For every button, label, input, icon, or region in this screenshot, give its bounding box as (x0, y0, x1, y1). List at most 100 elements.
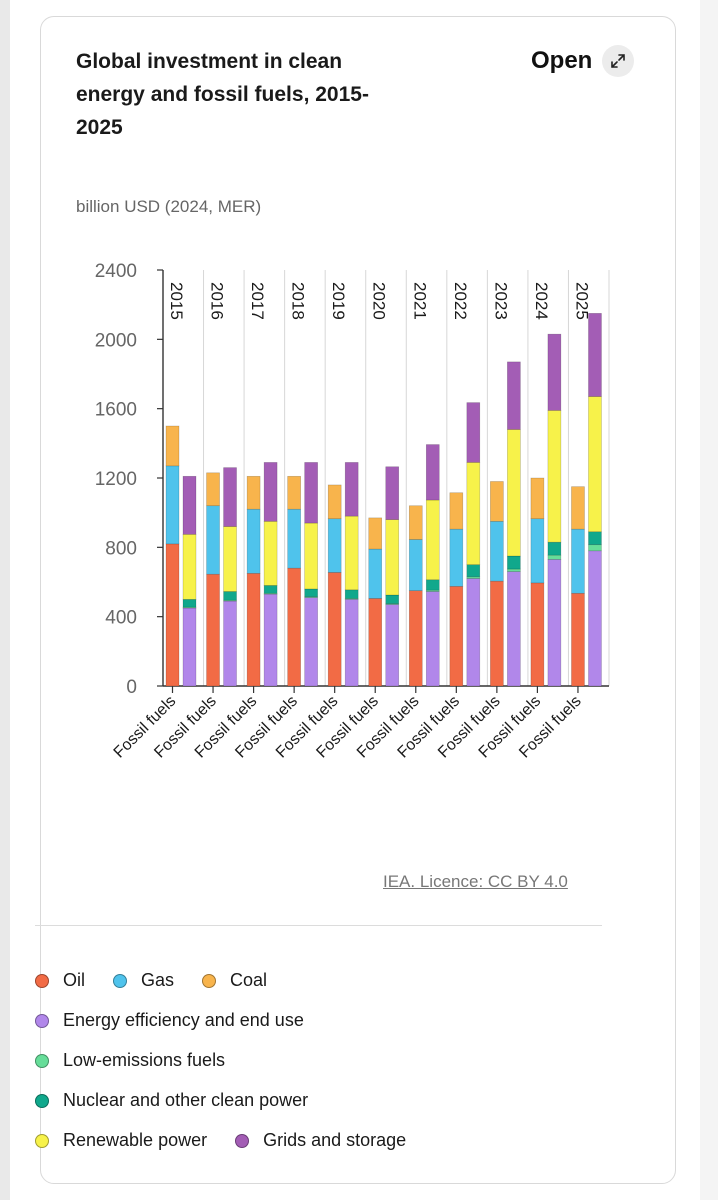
legend-dot-coal (202, 973, 217, 988)
expand-icon[interactable] (602, 45, 635, 77)
left-edge (0, 0, 10, 1200)
year-label-2017: 2017 (248, 282, 267, 320)
legend-row-4: Nuclear and other clean power (35, 1090, 336, 1111)
bar-efficiency-2015 (182, 607, 197, 687)
bar-gas-2015 (165, 465, 180, 545)
bar-efficiency-2020 (385, 604, 400, 687)
bar-oil-2018 (287, 567, 301, 687)
bar-nuclear-2016 (223, 591, 237, 601)
bar-nuclear-2019 (344, 589, 359, 599)
bar-grids-2019 (344, 462, 359, 517)
bar-grids-2016 (223, 467, 237, 527)
bar-grids-2018 (304, 462, 318, 524)
chart-title: Global investment in clean energy and fo… (76, 50, 369, 139)
bar-renewable-2021 (425, 499, 440, 581)
bar-grids-2024 (547, 333, 562, 411)
bar-efficiency-2017 (263, 593, 278, 687)
bar-grids-2015 (182, 475, 197, 535)
bar-gas-2019 (327, 518, 342, 573)
bar-coal-2023 (490, 481, 504, 522)
legend-dot-renewable (35, 1133, 49, 1148)
y-tick-label: 2400 (95, 261, 137, 282)
bar-gas-2025 (571, 528, 585, 594)
bar-nuclear-2024 (547, 541, 562, 556)
y-tick-label: 400 (105, 608, 137, 629)
legend-dot-grids (235, 1133, 250, 1148)
legend-label-gas: Gas (141, 970, 175, 990)
bar-coal-2022 (449, 492, 464, 530)
bar-coal-2021 (408, 505, 423, 540)
bar-oil-2015 (165, 543, 180, 687)
unit-label: billion USD (2024, MER) (76, 197, 262, 216)
legend-label-grids: Grids and storage (263, 1130, 407, 1150)
bar-nuclear-2022 (466, 564, 481, 578)
bar-coal-2025 (571, 486, 585, 530)
bar-coal-2015 (165, 425, 180, 467)
legend-efficiency[interactable]: Energy efficiency and end use (35, 1010, 304, 1031)
legend-label-nuclear: Nuclear and other clean power (63, 1090, 309, 1110)
legend-gas[interactable]: Gas (113, 970, 174, 991)
legend-label-oil: Oil (63, 970, 85, 990)
bar-oil-2021 (408, 590, 423, 687)
y-tick-label: 0 (126, 677, 137, 698)
year-label-2023: 2023 (491, 282, 510, 320)
bar-renewable-2023 (507, 429, 521, 557)
bar-efficiency-2024 (547, 559, 562, 687)
y-tick-label: 1200 (95, 469, 137, 490)
bar-grids-2021 (425, 444, 440, 501)
bar-nuclear-2018 (304, 588, 318, 598)
bar-nuclear-2017 (263, 585, 278, 594)
legend-lowemission[interactable]: Low-emissions fuels (35, 1050, 225, 1071)
bar-gas-2018 (287, 508, 301, 569)
bar-grids-2017 (263, 462, 278, 522)
year-label-2019: 2019 (329, 282, 348, 320)
year-label-2015: 2015 (167, 282, 186, 320)
bar-efficiency-2025 (588, 550, 602, 687)
bar-efficiency-2021 (425, 591, 440, 687)
bar-oil-2024 (530, 582, 545, 687)
legend-row-5: Renewable power Grids and storage (35, 1130, 434, 1151)
legend-dot-nuclear (35, 1093, 49, 1108)
legend-label-renewable: Renewable power (63, 1130, 208, 1150)
bar-gas-2023 (490, 521, 504, 582)
bar-nuclear-2025 (588, 531, 602, 546)
legend-label-lowemission: Low-emissions fuels (63, 1050, 226, 1070)
y-tick-label: 800 (105, 538, 137, 559)
bar-efficiency-2018 (304, 597, 318, 687)
bar-gas-2021 (408, 539, 423, 591)
legend-dot-lowemission (35, 1053, 49, 1068)
legend-oil[interactable]: Oil (35, 970, 85, 991)
bar-lowemission-2025 (588, 544, 602, 552)
legend-renewable[interactable]: Renewable power (35, 1130, 207, 1151)
legend-dot-oil (35, 973, 49, 988)
legend-dot-gas (113, 973, 127, 988)
bar-coal-2017 (246, 475, 261, 510)
bar-lowemission-2023 (507, 568, 521, 572)
legend-grids[interactable]: Grids and storage (235, 1130, 406, 1151)
year-label-2024: 2024 (532, 282, 551, 320)
legend-label-efficiency: Energy efficiency and end use (63, 1010, 304, 1030)
bar-renewable-2017 (263, 521, 278, 586)
bar-grids-2025 (588, 313, 602, 397)
bar-coal-2024 (530, 477, 545, 520)
legend-coal[interactable]: Coal (202, 970, 267, 991)
bar-lowemission-2015 (182, 606, 197, 609)
licence-link[interactable]: IEA. Licence: CC BY 4.0 (383, 872, 568, 891)
open-label[interactable]: Open (531, 47, 593, 74)
bar-oil-2020 (368, 598, 383, 687)
legend-nuclear[interactable]: Nuclear and other clean power (35, 1090, 308, 1111)
bar-coal-2016 (206, 472, 220, 507)
legend-divider (35, 925, 602, 926)
bar-gas-2016 (206, 505, 220, 575)
bar-gas-2022 (449, 528, 464, 587)
bar-oil-2016 (206, 573, 220, 687)
year-label-2022: 2022 (451, 282, 470, 320)
bar-oil-2017 (246, 573, 261, 687)
bar-nuclear-2021 (425, 579, 440, 591)
bar-coal-2018 (287, 475, 301, 510)
bar-oil-2023 (490, 580, 504, 687)
bar-efficiency-2016 (223, 600, 237, 687)
open-button[interactable]: Open (531, 43, 635, 79)
bar-efficiency-2023 (507, 571, 521, 687)
